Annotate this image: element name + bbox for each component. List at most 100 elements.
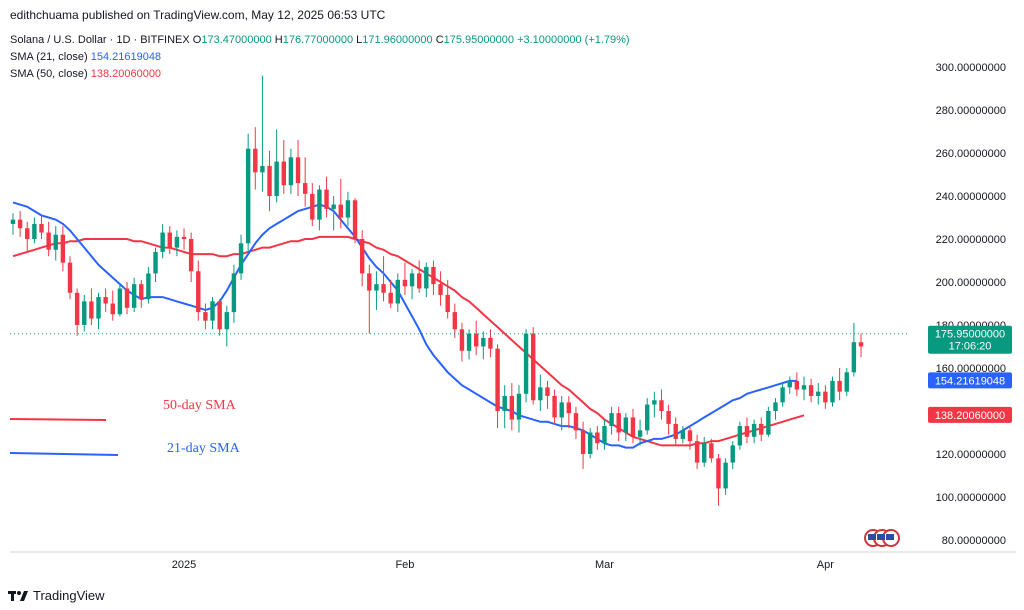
candle-body	[709, 443, 714, 459]
candle-body	[851, 342, 857, 373]
candle-body	[331, 204, 336, 209]
candle-body	[302, 183, 308, 194]
candle-body	[545, 387, 550, 396]
candle-body	[623, 417, 629, 433]
sma21-annotation: 21-day SMA	[167, 441, 241, 456]
sma21-price-tag-bg	[928, 372, 1012, 389]
candle-body	[32, 223, 37, 239]
time-tick-label: Apr	[817, 559, 834, 571]
candle-body	[60, 234, 66, 263]
candle-body	[694, 441, 700, 463]
candle-body	[687, 430, 693, 442]
tradingview-branding[interactable]: TradingView	[8, 588, 105, 603]
candle-body	[637, 430, 643, 437]
candle-body	[502, 395, 507, 411]
price-tick-label: 260.00000000	[936, 148, 1006, 160]
candle-body	[808, 385, 814, 396]
time-axis[interactable]: 2025FebMarAprMay	[172, 559, 1024, 571]
sma50-annotation: 50-day SMA	[163, 398, 237, 413]
candle-body	[766, 411, 771, 435]
candle-body	[588, 432, 593, 454]
candle-body	[245, 148, 251, 244]
sma21-series	[12, 201, 797, 449]
candle-body	[659, 400, 664, 411]
candle-body	[858, 342, 864, 347]
candle-body	[652, 400, 657, 405]
candle-body	[288, 157, 294, 186]
candle-body	[602, 426, 607, 444]
candle-body	[167, 232, 172, 248]
sma50-value: 138.20060000	[90, 68, 162, 80]
candle-body	[516, 393, 522, 420]
publisher-line: edithchuama published on TradingView.com…	[10, 8, 386, 22]
candle-body	[131, 284, 137, 308]
candle-body	[616, 413, 621, 433]
candle-body	[352, 200, 358, 239]
price-tick-label: 80.00000000	[942, 535, 1006, 547]
annotations: 50-day SMA 21-day SMA	[9, 398, 241, 456]
sma50-series	[12, 235, 805, 447]
candle-body	[816, 391, 821, 396]
country-flags-icon[interactable]	[864, 529, 900, 547]
candle-body	[103, 297, 108, 304]
candle-body	[253, 148, 258, 173]
price-axis[interactable]: 80.00000000100.00000000120.00000000140.0…	[936, 62, 1006, 547]
candle-body	[110, 303, 115, 315]
legend-sma21-row[interactable]: SMA (21, close) 154.21619048	[10, 49, 630, 66]
candle-body	[787, 380, 792, 388]
candle-body	[595, 432, 600, 444]
candle-body	[424, 266, 429, 289]
candle-body	[324, 189, 329, 209]
candle-body	[459, 329, 465, 351]
candle-body	[609, 413, 614, 427]
candle-body	[260, 165, 265, 173]
candle-body	[46, 232, 51, 250]
candle-body	[117, 288, 123, 315]
candle-body	[395, 279, 401, 304]
candle-body	[573, 413, 579, 431]
candle-body	[702, 443, 707, 463]
close-key: C	[435, 34, 444, 46]
tradingview-wordmark: TradingView	[33, 588, 105, 603]
candle-body	[488, 337, 493, 349]
candle-body	[153, 251, 158, 274]
candle-body	[295, 157, 301, 184]
candle-body	[481, 337, 486, 347]
candle-body	[160, 232, 165, 252]
chart-legend: Solana / U.S. Dollar · 1D · BITFINEX O17…	[10, 32, 630, 83]
candle-body	[559, 402, 564, 418]
candle-body	[381, 284, 386, 293]
open-value: 173.47000000	[201, 34, 272, 46]
price-tick-label: 240.00000000	[936, 191, 1006, 203]
candle-body	[716, 458, 721, 489]
symbol-label[interactable]: Solana / U.S. Dollar · 1D · BITFINEX	[10, 34, 190, 46]
candle-body	[181, 236, 187, 239]
close-value: 175.95000000	[443, 34, 514, 46]
price-tick-label: 220.00000000	[936, 234, 1006, 246]
candle-body	[210, 301, 215, 321]
open-key: O	[192, 34, 202, 46]
price-tick-label: 100.00000000	[936, 492, 1006, 504]
candle-body	[780, 387, 785, 403]
candle-body	[409, 273, 415, 287]
low-value: 171.96000000	[362, 34, 433, 46]
candle-body	[580, 430, 586, 454]
legend-sma50-row[interactable]: SMA (50, close) 138.20060000	[10, 66, 630, 83]
candle-body	[139, 284, 144, 300]
sma21-value: 154.21619048	[90, 51, 162, 63]
candle-body	[823, 391, 828, 403]
sma50-label: SMA (50, close)	[10, 68, 88, 80]
candle-body	[203, 312, 208, 321]
candle-body	[438, 284, 443, 295]
candle-body	[744, 426, 750, 437]
low-key: L	[356, 34, 363, 46]
candle-body	[666, 411, 671, 424]
sma50-annotation-line	[9, 418, 107, 421]
candle-body	[238, 243, 244, 274]
candle-body	[673, 423, 678, 439]
last-price-tag-countdown: 17:06:20	[949, 341, 992, 353]
candle-body	[345, 200, 351, 218]
candle-body	[74, 292, 80, 325]
candle-body	[737, 426, 743, 446]
